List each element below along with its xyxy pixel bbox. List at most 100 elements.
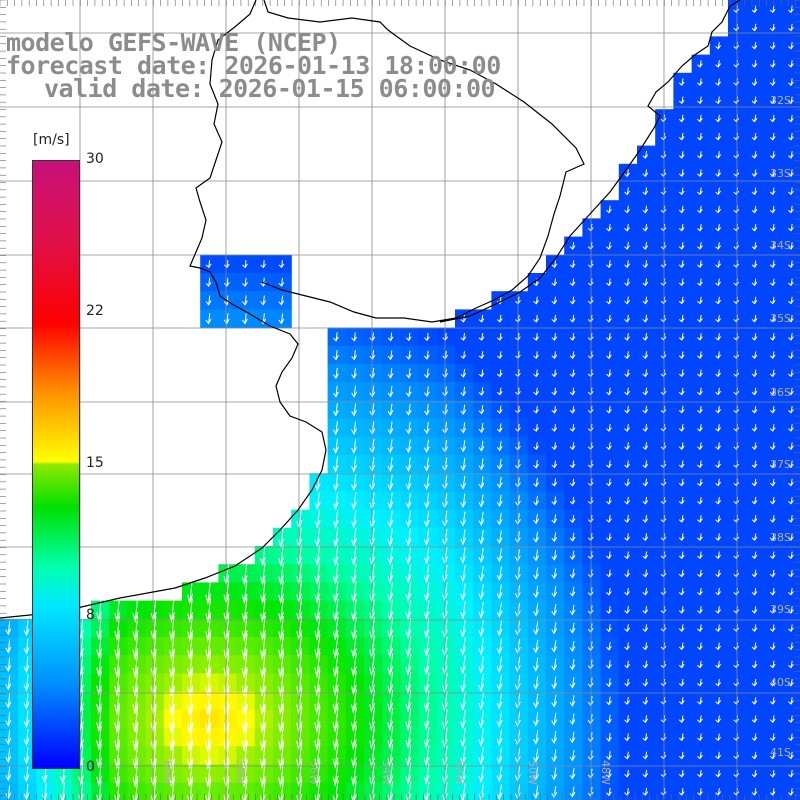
wind-arrow <box>715 551 722 560</box>
wind-arrow <box>351 332 358 342</box>
wind-arrow <box>405 403 412 416</box>
wind-arrow <box>551 694 558 708</box>
wind-arrow <box>678 387 685 396</box>
wind-arrow <box>642 624 649 633</box>
wind-arrow <box>642 442 649 451</box>
wind-arrow <box>678 169 685 177</box>
wind-arrow <box>496 441 503 452</box>
wind-arrow <box>569 514 576 524</box>
wind-arrow <box>751 242 758 250</box>
wind-arrow <box>533 495 540 506</box>
wind-arrow <box>569 369 576 378</box>
wind-arrow <box>223 260 230 269</box>
wind-arrow <box>697 751 703 760</box>
wind-arrow <box>259 651 266 680</box>
wind-arrow <box>114 651 121 679</box>
wind-arrow <box>678 606 685 614</box>
wind-arrow <box>788 223 794 232</box>
wind-arrow <box>278 723 285 751</box>
colorbar-tick-0: 0 <box>86 759 95 775</box>
wind-arrow <box>478 692 485 711</box>
wind-arrow <box>241 760 248 787</box>
wind-arrow <box>533 314 540 323</box>
wind-arrow <box>769 715 776 723</box>
wind-arrow <box>697 769 703 778</box>
wind-arrow <box>460 333 467 341</box>
wind-arrow <box>96 706 103 733</box>
wind-arrow <box>624 569 631 578</box>
wind-arrow <box>697 788 703 796</box>
wind-arrow <box>478 601 485 619</box>
wind-arrow <box>350 563 357 585</box>
wind-arrow <box>624 788 631 796</box>
wind-arrow <box>624 260 631 269</box>
wind-arrow <box>332 420 339 436</box>
wind-arrow <box>697 223 703 232</box>
wind-arrow <box>551 604 558 616</box>
wind-arrow <box>351 509 357 529</box>
wind-arrow <box>96 780 103 800</box>
wind-arrow <box>769 369 776 378</box>
wind-arrow <box>387 332 394 342</box>
wind-arrow <box>5 784 12 800</box>
wind-arrow <box>259 562 266 586</box>
wind-arrow <box>569 387 576 396</box>
wind-arrow <box>606 387 612 396</box>
wind-arrow <box>678 515 685 523</box>
latitude-label: 37S <box>770 458 791 471</box>
wind-arrow <box>769 533 776 541</box>
wind-arrow <box>697 697 703 705</box>
wind-arrow <box>715 769 722 778</box>
wind-arrow <box>5 693 12 709</box>
latitude-label: 35S <box>770 312 791 325</box>
wind-arrow <box>405 781 412 800</box>
wind-arrow <box>642 187 649 196</box>
wind-arrow <box>387 689 394 714</box>
wind-arrow <box>751 369 758 378</box>
wind-arrow <box>350 581 357 604</box>
wind-arrow <box>769 151 776 159</box>
wind-arrow <box>697 624 703 632</box>
wind-arrow <box>678 624 685 632</box>
wind-arrow <box>606 260 612 269</box>
wind-arrow <box>751 205 758 214</box>
wind-arrow <box>332 509 339 529</box>
wind-arrow <box>23 620 30 637</box>
wind-arrow <box>624 205 631 214</box>
wind-arrow <box>478 512 485 527</box>
wind-arrow <box>715 151 722 159</box>
wind-arrow <box>424 350 430 360</box>
wind-arrow <box>751 460 758 469</box>
wind-arrow <box>496 566 503 582</box>
wind-arrow <box>606 478 612 487</box>
wind-arrow <box>624 169 631 178</box>
wind-arrow <box>96 670 103 696</box>
wind-arrow <box>715 369 722 378</box>
wind-arrow <box>642 660 649 669</box>
wind-arrow <box>642 314 649 323</box>
wind-arrow <box>788 733 794 742</box>
wind-arrow <box>569 768 576 780</box>
wind-arrow <box>715 169 722 177</box>
wind-arrow <box>241 597 248 624</box>
wind-arrow <box>751 788 758 796</box>
wind-arrow <box>478 333 485 341</box>
wind-arrow <box>788 606 794 614</box>
wind-arrow <box>78 762 84 786</box>
wind-arrow <box>496 476 503 489</box>
wind-arrow <box>769 405 776 414</box>
wind-arrow <box>278 277 285 287</box>
wind-arrow <box>606 769 612 779</box>
wind-arrow <box>751 569 758 578</box>
wind-arrow <box>751 223 758 232</box>
wind-arrow <box>278 651 284 679</box>
wind-arrow <box>751 78 758 86</box>
wind-arrow <box>332 545 339 567</box>
wind-arrow <box>606 624 612 633</box>
wind-arrow <box>496 584 503 600</box>
wind-arrow <box>278 669 285 698</box>
wind-arrow <box>332 670 339 697</box>
wind-arrow <box>205 686 212 715</box>
wind-arrow <box>423 781 430 800</box>
